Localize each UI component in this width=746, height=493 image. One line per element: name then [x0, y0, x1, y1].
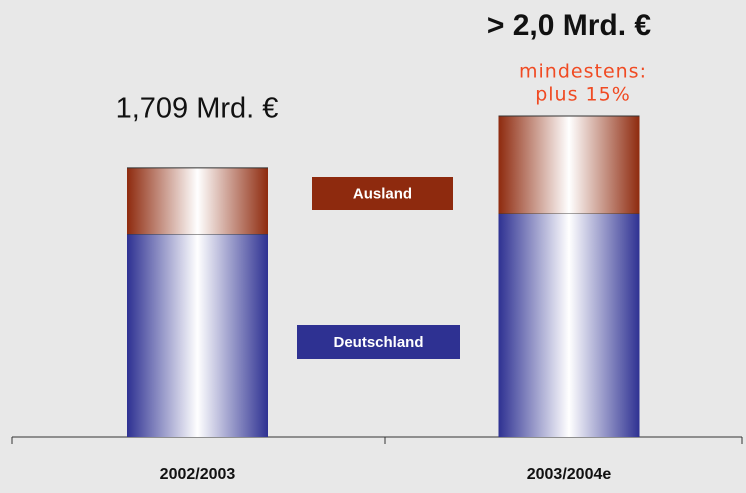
legend-label: Deutschland — [333, 334, 423, 351]
annotation: mindestens: — [519, 61, 647, 83]
bar-segment — [498, 116, 640, 214]
legend-swatch — [312, 177, 453, 210]
bar-segment — [498, 213, 640, 437]
bar-segment — [127, 167, 268, 235]
annotation: 1,709 Mrd. € — [116, 93, 279, 125]
annotation: > 2,0 Mrd. € — [487, 9, 652, 42]
legend-label: Ausland — [353, 185, 412, 202]
bar-segment — [127, 234, 268, 437]
x-tick-label: 2003/2004e — [527, 466, 612, 483]
legend-swatch — [297, 325, 460, 359]
x-tick-label: 2002/2003 — [160, 466, 236, 483]
annotation: plus 15% — [535, 84, 631, 106]
